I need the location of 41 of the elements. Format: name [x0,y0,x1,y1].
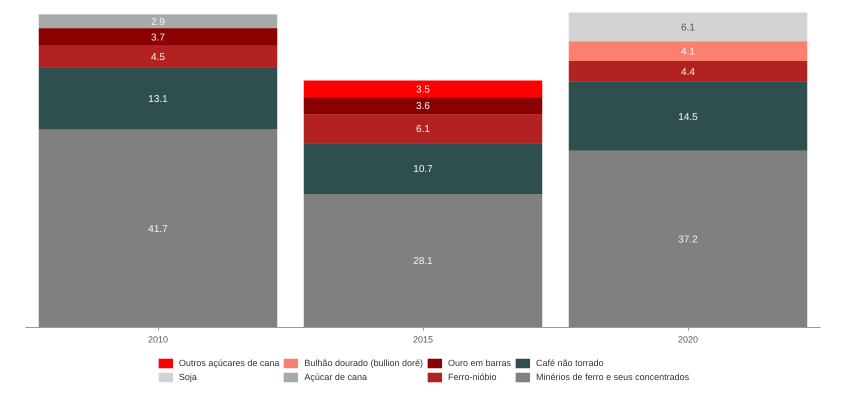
bar [304,143,542,194]
data-label: 3.5 [416,84,430,96]
bar [568,82,808,151]
data-label: 28.1 [413,256,434,268]
legend-label: Outros açúcares de cana [178,357,280,369]
legend-label: Ferro-nióbio [448,371,497,383]
bar [304,80,542,98]
legend-label: Bulhão dourado (bullion doré) [304,357,424,369]
legend-label: Minérios de ferro e seus concentrados [536,371,690,383]
x-tick-label: 2020 [678,334,698,344]
data-label: 3.7 [151,32,166,44]
bar [568,41,808,61]
legend-label: Café não torrado [536,357,604,369]
bar [568,12,808,42]
data-label: 13.1 [148,94,168,105]
bar [38,46,278,68]
legend-label: Açúcar de cana [304,371,367,383]
data-label: 3.6 [416,101,430,112]
bar [304,114,542,144]
data-label: 4.1 [681,46,696,58]
bar [568,150,808,328]
bar [304,97,542,114]
data-label: 6.1 [416,124,430,136]
data-label: 41.7 [148,224,168,235]
bar [38,67,278,130]
bar [304,194,542,328]
data-label: 4.5 [151,52,166,63]
data-label: 10.7 [413,164,434,176]
data-label: 37.2 [678,234,698,246]
data-label: 6.1 [681,22,696,34]
x-tick-label: 2010 [148,334,168,344]
legend-label: Ouro em barras [448,357,512,369]
bar [38,28,278,46]
data-label: 14.5 [678,112,698,123]
bar [38,129,278,328]
legend-label: Soja [178,371,198,383]
x-tick-label: 2015 [412,334,434,344]
bar [38,14,278,28]
data-label: 4.4 [681,66,696,78]
bar [568,60,808,82]
data-label: 2.9 [151,16,166,28]
